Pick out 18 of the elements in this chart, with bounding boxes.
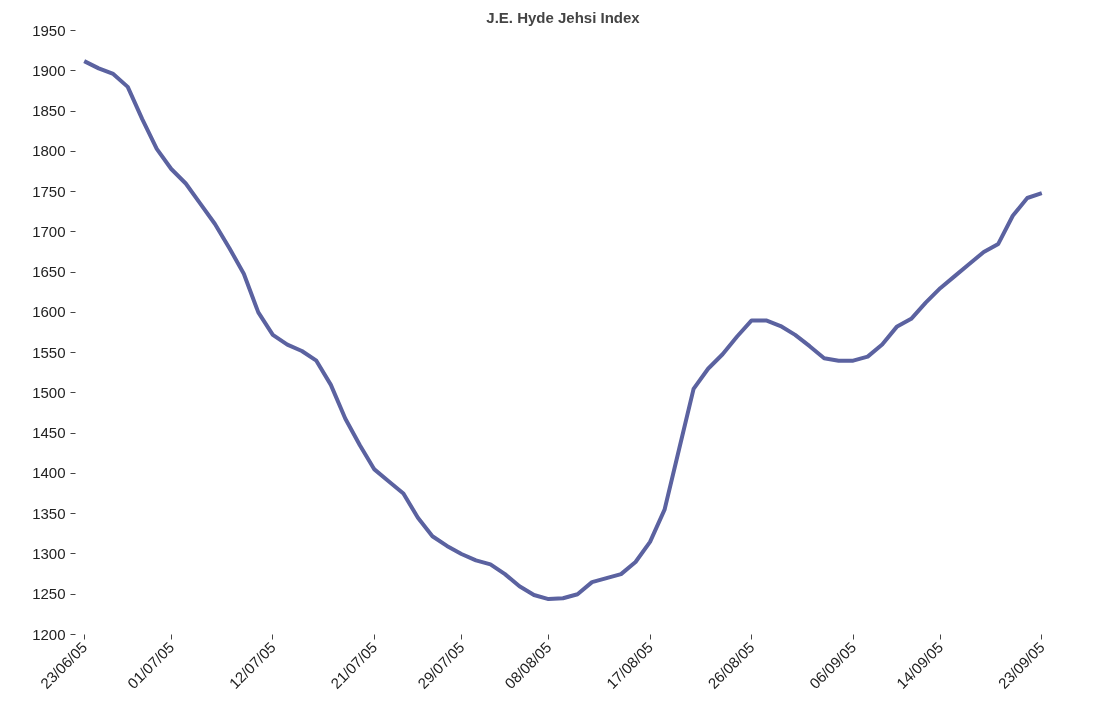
y-tick-label: 1500 [32, 383, 66, 401]
y-tick-label: 1350 [32, 504, 66, 522]
y-tick-label: 1550 [32, 343, 66, 361]
y-tick-label: 1650 [32, 263, 66, 281]
y-tick-label: 1950 [32, 21, 66, 39]
y-tick-label: 1750 [32, 182, 66, 200]
y-tick-label: 1300 [32, 544, 66, 562]
y-tick-label: 1250 [32, 585, 66, 603]
y-tick-label: 1200 [32, 625, 66, 643]
y-tick-label: 1600 [32, 303, 66, 321]
y-tick-label: 1900 [32, 61, 66, 79]
y-tick-label: 1700 [32, 222, 66, 240]
line-series [82, 59, 1044, 602]
y-tick-label: 1400 [32, 464, 66, 482]
y-tick-label: 1800 [32, 142, 66, 160]
y-tick-label: 1450 [32, 424, 66, 442]
y-tick-label: 1850 [32, 102, 66, 120]
chart-title: J.E. Hyde Jehsi Index [486, 8, 641, 26]
